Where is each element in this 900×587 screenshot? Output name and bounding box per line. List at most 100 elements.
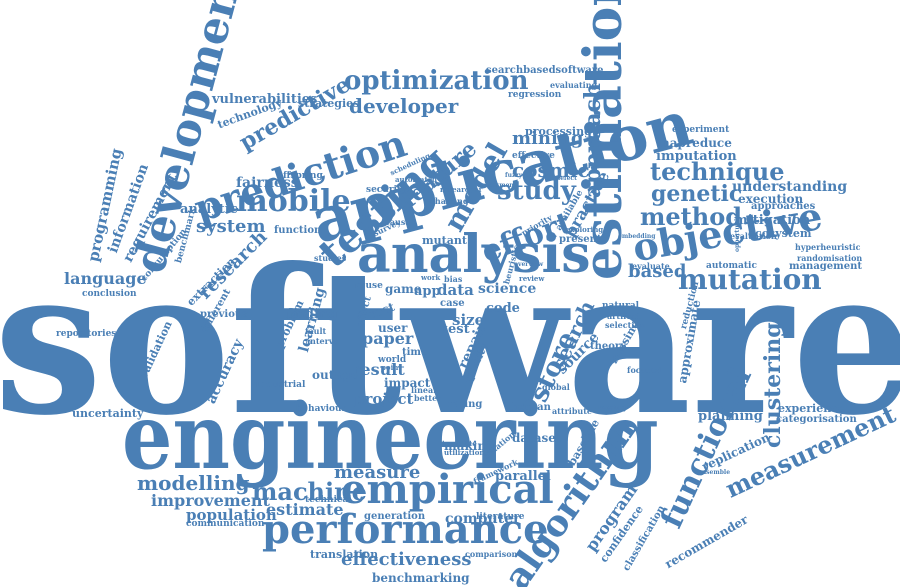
word-bias: bias	[444, 274, 463, 284]
word-developer: developer	[349, 94, 459, 118]
word-evaluation: evaluation	[730, 231, 777, 241]
word-planning: planning	[698, 409, 763, 424]
word-computer: computer	[445, 511, 521, 527]
word-automated: automated	[395, 175, 438, 184]
word-effective: effective	[512, 151, 555, 161]
word-imputation: imputation	[656, 149, 737, 164]
word-security: security	[366, 185, 407, 195]
word-world: world	[378, 355, 407, 365]
word-approaches: approaches	[751, 201, 816, 212]
word-utilization: utilization	[444, 448, 485, 457]
word-population: population	[186, 506, 277, 524]
word-system: system	[196, 216, 266, 237]
word-template: template	[442, 439, 477, 448]
word-mutant: mutant	[422, 234, 467, 247]
word-strategies: strategies	[298, 97, 360, 110]
word-evaluating: evaluating	[550, 80, 598, 90]
word-case: case	[440, 298, 465, 309]
word-language: language	[64, 269, 147, 288]
word-software: software	[0, 225, 900, 460]
word-work: work	[421, 273, 441, 282]
word-improvement: improvement	[151, 491, 270, 510]
word-overview: overview	[514, 261, 544, 268]
word-based: based	[628, 261, 687, 282]
word-point: point	[381, 363, 402, 372]
word-better: better	[414, 393, 442, 403]
word-experiment: experiment	[672, 125, 730, 135]
word-user: user	[378, 321, 408, 335]
word-conclusion: conclusion	[82, 289, 137, 299]
word-finding: finding	[286, 307, 338, 322]
word-fault: fault	[305, 326, 327, 336]
word-present: present	[559, 234, 602, 245]
word-offspring: offspring	[277, 171, 323, 181]
word-challenge: challenge	[430, 196, 474, 206]
word-management: management	[789, 261, 862, 272]
word-game: game	[385, 282, 422, 296]
word-exploring: exploring	[566, 225, 604, 234]
word-focused: focused	[627, 365, 662, 375]
word-empirical: empirical	[341, 466, 554, 513]
word-parallel: parallel	[495, 469, 551, 484]
word-vulnerabilities: vulnerabilities	[212, 92, 318, 107]
word-generation: generation	[364, 511, 426, 522]
word-understanding: understanding	[732, 179, 848, 195]
word-review: review	[519, 274, 545, 283]
word-making: making	[444, 439, 495, 453]
word-measure: measure	[334, 462, 421, 483]
word-automatic: automatic	[706, 261, 757, 271]
word-test: test	[442, 322, 470, 337]
word-attribute: attribute	[552, 406, 593, 416]
word-project: project	[354, 390, 414, 408]
word-mutation: mutation	[678, 263, 822, 296]
word-app: app	[414, 284, 441, 299]
word-comparison: comparison	[465, 549, 518, 559]
word-genetic: genetic	[651, 181, 743, 207]
word-regression: regression	[508, 90, 562, 100]
word-paper: paper	[362, 329, 414, 348]
word-causal: causal	[385, 217, 414, 227]
word-estimate: estimate	[266, 500, 344, 519]
word-fuzzy: fuzzy	[505, 172, 523, 179]
word-categorisation: categorisation	[776, 414, 857, 425]
word-technical: technical	[305, 495, 352, 505]
word-communication: communication	[186, 519, 265, 529]
word-science: science	[478, 281, 537, 297]
word-defect: defect	[556, 175, 577, 182]
word-literature: literature	[476, 512, 525, 522]
word-fairness: fairness	[236, 175, 299, 191]
word-hyperheuristic: hyperheuristic	[795, 242, 861, 252]
word-rating: rating	[448, 399, 483, 410]
word-assessment: assessment	[478, 182, 517, 189]
word-dataset: dataset	[512, 431, 562, 445]
word-mapreduce: mapreduce	[657, 136, 732, 150]
word-time: time	[402, 347, 428, 358]
word-ensemble: ensemble	[698, 469, 731, 476]
word-mitigation: mitigation	[734, 213, 811, 228]
word-industrial: industrial	[256, 380, 306, 390]
word-searchbasedsoftware: searchbasedsoftware	[486, 65, 604, 76]
word-analytic: analytic	[180, 202, 238, 217]
word-outage: outage	[312, 368, 359, 382]
word-behaviour: behaviour	[296, 404, 347, 414]
word-selection: selection	[605, 320, 646, 330]
word-linear: linear	[411, 385, 438, 395]
word-engineering: engineering	[122, 384, 659, 490]
word-result: result	[352, 360, 405, 379]
word-evaluate: evaluate	[632, 261, 670, 271]
word-global: global	[542, 382, 570, 392]
word-code: code	[486, 301, 520, 316]
word-machine: machine	[252, 477, 367, 506]
word-analysis: analysis	[357, 224, 591, 285]
word-mobile: mobile	[236, 184, 351, 219]
word-performance: performance	[262, 506, 549, 553]
word-cosmic: cosmic	[512, 158, 590, 182]
word-studies: studies	[314, 253, 347, 263]
word-experience: experience	[778, 402, 845, 415]
word-framing: framing	[595, 403, 627, 412]
word-processing: processing	[525, 125, 592, 138]
word-benchmarking: benchmarking	[372, 571, 470, 585]
word-uncertainty: uncertainty	[72, 407, 144, 420]
word-mining: mining	[512, 128, 584, 149]
